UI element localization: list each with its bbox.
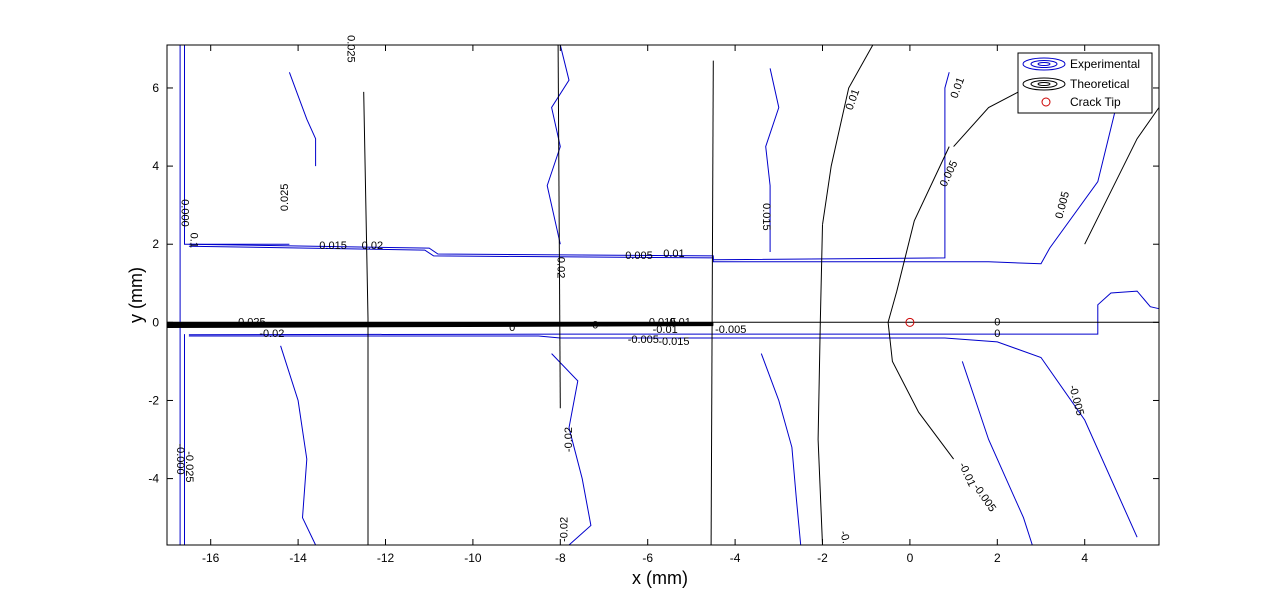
contour-label: -0.01 xyxy=(653,324,678,336)
contour-label: 0.025 xyxy=(345,35,357,63)
x-tick-label: -8 xyxy=(555,551,566,565)
contour-label: 0 xyxy=(592,319,598,331)
plot-frame xyxy=(166,44,1160,546)
x-tick-label: 0 xyxy=(907,551,914,565)
x-axis-ticks: -16 -14 -12 -10 -8 -6 -4 -2 0 2 4 xyxy=(202,45,1088,565)
y-tick-label: 2 xyxy=(152,237,159,251)
contour-label: 0.005 xyxy=(625,250,653,262)
contour-label: -0.015 xyxy=(658,336,689,348)
x-tick-label: -6 xyxy=(642,551,653,565)
contour-label: 0 xyxy=(994,316,1000,328)
experimental-contour xyxy=(546,44,570,245)
contour-label: 0.01 xyxy=(663,248,684,260)
crack-tip-layer xyxy=(905,317,915,327)
experimental-contour xyxy=(760,353,802,546)
legend-entry-experimental: Experimental xyxy=(1022,57,1140,71)
contour-label: -0.01 xyxy=(666,316,691,328)
contour-label: -0.025 xyxy=(234,316,265,328)
experimental-contour xyxy=(188,335,1138,538)
y-tick-label: 0 xyxy=(152,315,159,329)
x-tick-label: 2 xyxy=(994,551,1001,565)
y-tick-label: -4 xyxy=(148,472,159,486)
experimental-contour xyxy=(551,353,592,546)
legend-label-experimental: Experimental xyxy=(1070,57,1140,71)
legend-label-theoretical: Theoretical xyxy=(1070,77,1129,91)
y-axis-label: y (mm) xyxy=(126,267,146,323)
legend-label-crack-tip: Crack Tip xyxy=(1070,95,1121,109)
contour-label: -0.02 xyxy=(259,328,284,340)
contour-label: -0.02 xyxy=(563,427,575,452)
legend-entry-crack-tip: Crack Tip xyxy=(1041,95,1121,109)
contour-icon xyxy=(1022,57,1066,71)
contour-label: 0.015 xyxy=(760,203,772,231)
x-tick-label: -4 xyxy=(730,551,741,565)
crack-tip-marker xyxy=(905,317,915,327)
contour-label: 0.1 xyxy=(187,233,199,248)
contour-label: -0.005 xyxy=(715,324,746,336)
contour-label: -0.005 xyxy=(628,334,659,346)
theoretical-contour xyxy=(557,44,561,409)
contour-label: -0. xyxy=(837,529,852,545)
contour-label: 0.015 xyxy=(319,240,347,252)
contour-icon xyxy=(1022,77,1066,91)
contour-label: 0 xyxy=(994,328,1000,340)
legend: Experimental Theoretical Crack Tip xyxy=(1017,52,1153,114)
y-axis-ticks: -4 -2 0 2 4 6 xyxy=(148,81,1159,486)
experimental-contour xyxy=(280,345,317,546)
theoretical-contour xyxy=(822,44,874,225)
x-tick-label: -16 xyxy=(202,551,220,565)
theoretical-contour xyxy=(710,60,714,546)
contour-label: 0.02 xyxy=(554,257,566,278)
crack-tip-marker-icon xyxy=(1041,97,1051,107)
contour-label: -0.02 xyxy=(559,517,571,542)
contour-label: -0.015 xyxy=(645,316,676,328)
contour-label: 0.025 xyxy=(279,184,291,212)
theoretical-contour xyxy=(1084,107,1160,245)
experimental-contour xyxy=(288,72,317,167)
experimental-contour xyxy=(765,68,780,252)
contour-label: 0 xyxy=(509,322,515,334)
theoretical-contour xyxy=(166,324,714,329)
theoretical-contour xyxy=(363,91,369,545)
contour-label: 0.000 xyxy=(179,199,191,227)
contour-label: 0.02 xyxy=(362,240,383,252)
x-tick-label: -2 xyxy=(817,551,828,565)
contour-label: -0.025 xyxy=(183,451,195,482)
x-tick-label: -10 xyxy=(464,551,482,565)
contour-lines xyxy=(166,44,1160,546)
legend-entry-theoretical: Theoretical xyxy=(1022,77,1129,91)
experimental-contour xyxy=(184,45,290,245)
plot-area xyxy=(167,45,1159,545)
theoretical-contour xyxy=(817,224,823,546)
x-axis-label: x (mm) xyxy=(632,568,688,588)
x-tick-label: 4 xyxy=(1081,551,1088,565)
theoretical-contour xyxy=(887,146,955,460)
y-tick-label: 4 xyxy=(152,159,159,173)
y-tick-label: 6 xyxy=(152,81,159,95)
y-tick-label: -2 xyxy=(148,393,159,407)
experimental-contour xyxy=(188,56,1129,265)
x-tick-label: -14 xyxy=(289,551,307,565)
contour-label: -0.000 xyxy=(174,443,186,474)
x-tick-label: -12 xyxy=(377,551,395,565)
experimental-contour xyxy=(961,361,1033,546)
experimental-contour xyxy=(188,290,1160,336)
